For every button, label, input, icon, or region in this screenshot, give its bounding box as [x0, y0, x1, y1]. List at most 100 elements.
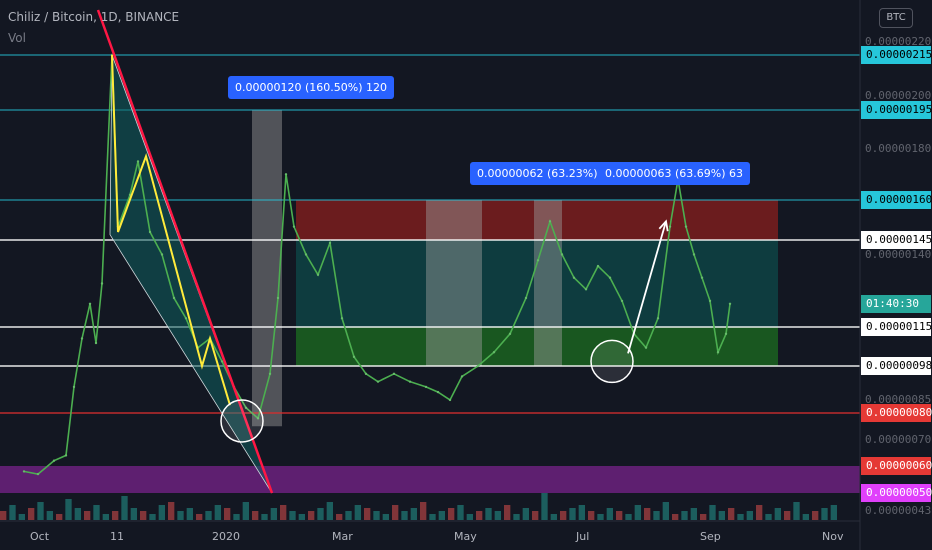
volume-bar	[410, 508, 417, 520]
volume-bar	[196, 514, 203, 520]
price-point	[424, 385, 428, 389]
price-tick-label: 0.00000140	[865, 247, 932, 261]
price-point	[408, 380, 412, 383]
price-badge: 0.00000050	[861, 484, 932, 502]
price-point	[22, 470, 26, 473]
time-tick-label: Mar	[332, 530, 353, 543]
price-point	[436, 390, 440, 394]
price-point	[94, 341, 98, 345]
volume-bar	[625, 514, 632, 520]
volume-bar	[158, 505, 165, 520]
volume-bar	[438, 511, 445, 520]
price-series-line	[23, 54, 731, 475]
highlight-circle-2	[590, 339, 634, 384]
volume-bar	[9, 505, 16, 520]
measure-box-1	[252, 110, 282, 427]
volume-bar	[718, 511, 725, 520]
measure-label-1: 0.00000120 (160.50%) 120	[228, 76, 394, 99]
price-point	[100, 282, 104, 285]
price-point	[276, 296, 280, 300]
volume-bar	[476, 511, 483, 520]
volume-bar	[532, 511, 539, 520]
volume-bar	[168, 502, 175, 520]
measure-label-2: 0.00000062 (63.23%) 62	[470, 162, 622, 185]
volume-bar	[317, 508, 324, 520]
volume-bar	[513, 514, 520, 520]
volume-bar	[662, 502, 669, 520]
volume-bar	[392, 505, 399, 520]
price-tick-label: 0.00000085	[865, 392, 932, 406]
price-point	[52, 459, 56, 462]
volume-bar	[634, 505, 641, 520]
price-badge: 01:40:30	[861, 294, 931, 313]
price-point	[692, 253, 696, 256]
time-tick-label: Oct	[30, 530, 50, 543]
volume-bar	[112, 511, 119, 520]
volume-bar	[644, 508, 651, 520]
price-point	[708, 299, 712, 303]
price-point	[304, 253, 308, 256]
price-point	[36, 472, 40, 476]
volume-bar	[233, 514, 240, 520]
volume-bar	[616, 511, 623, 520]
volume-bar	[308, 511, 315, 520]
currency-badge[interactable]: BTC	[879, 8, 913, 28]
volume-bar	[382, 514, 389, 520]
price-point	[328, 241, 332, 245]
volume-bar	[93, 505, 100, 520]
volume-bar	[504, 505, 511, 520]
price-point	[376, 380, 380, 383]
price-badge: 0.00000115	[861, 318, 932, 336]
volume-bar	[224, 508, 231, 520]
price-tick-label: 0.00000200	[865, 89, 932, 103]
volume-bar	[46, 511, 53, 520]
volume-bar	[765, 514, 772, 520]
volume-bar	[373, 511, 380, 520]
volume-bar	[466, 514, 473, 520]
price-point	[668, 225, 672, 228]
volume-bar	[588, 511, 595, 520]
volume-bar	[102, 514, 109, 520]
price-point	[184, 317, 188, 320]
volume-bar	[270, 508, 277, 520]
price-point	[244, 406, 248, 409]
demand-zone	[296, 327, 778, 366]
volume-bar	[653, 511, 660, 520]
price-point	[524, 296, 528, 300]
volume-bar	[149, 514, 156, 520]
price-point	[352, 355, 356, 359]
price-tick-label: 0.00000220	[865, 35, 932, 48]
price-point	[508, 332, 512, 336]
price-point	[684, 225, 688, 228]
volume-bar	[280, 505, 287, 520]
volume-bar	[121, 496, 128, 520]
price-badge: 0.00000195	[861, 101, 932, 119]
symbol-title[interactable]: Chiliz / Bitcoin, 1D, BINANCE	[8, 10, 180, 24]
volume-bar	[186, 508, 193, 520]
volume-bar	[28, 508, 35, 520]
price-tick-label: 0.00000180	[865, 141, 932, 155]
volume-bar	[401, 511, 408, 520]
volume-bar	[737, 514, 744, 520]
volume-label: Vol	[8, 31, 26, 45]
descending-trendline	[96, 9, 274, 494]
volume-bar	[700, 514, 707, 520]
volume-bar	[354, 505, 361, 520]
price-point	[88, 302, 92, 305]
volume-bar	[485, 508, 492, 520]
volume-bar	[569, 508, 576, 520]
price-point	[148, 230, 152, 234]
volume-bar	[242, 502, 249, 520]
time-tick-label: Nov	[822, 530, 844, 543]
volume-bar	[336, 514, 343, 520]
price-point	[596, 264, 600, 268]
price-point	[316, 273, 320, 276]
volume-bar	[252, 511, 259, 520]
price-point	[136, 160, 140, 163]
price-point	[340, 317, 344, 320]
volume-bar	[457, 505, 464, 520]
mid-zone	[296, 240, 778, 327]
volume-bar	[326, 502, 333, 520]
